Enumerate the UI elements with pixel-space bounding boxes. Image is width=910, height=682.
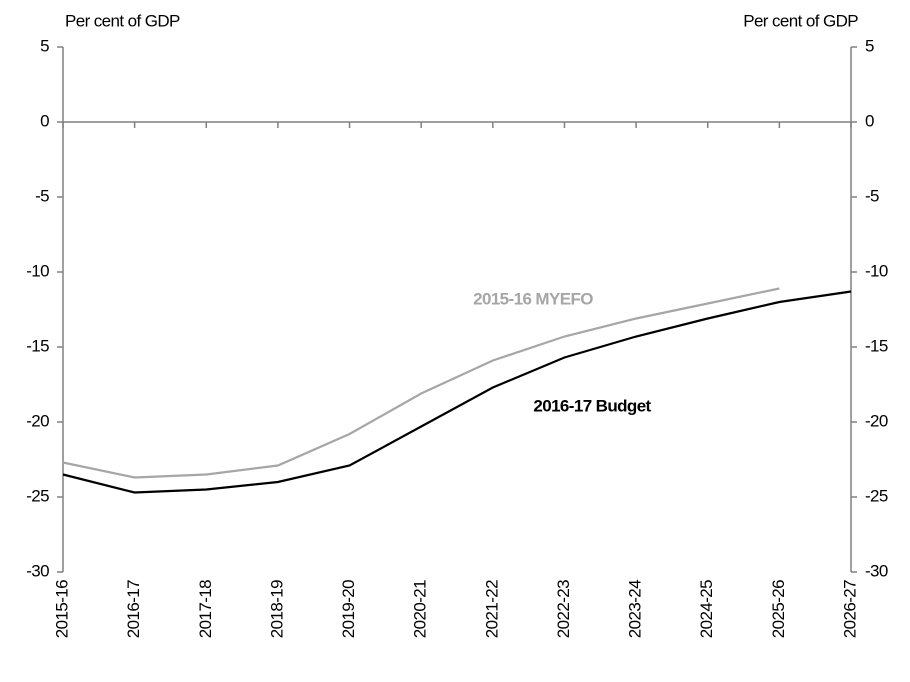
y-tick-label: -5: [35, 186, 49, 205]
x-tick-label: 2022-23: [554, 580, 573, 638]
y-tick-label: -15: [26, 336, 49, 355]
x-tick-label: 2021-22: [482, 580, 501, 638]
y-tick-label: 5: [40, 36, 49, 55]
y-tick-label: -30: [26, 561, 49, 580]
x-tick-label: 2018-19: [267, 580, 286, 638]
y2-tick-label: -5: [865, 186, 879, 205]
series-label: 2015-16 MYEFO: [473, 289, 593, 308]
x-tick-label: 2020-21: [411, 580, 430, 638]
x-tick-label: 2023-24: [626, 580, 645, 638]
x-tick-label: 2017-18: [196, 580, 215, 638]
x-tick-label: 2025-26: [769, 580, 788, 638]
series-line: [62, 290, 852, 494]
x-tick-label: 2026-27: [840, 580, 859, 638]
y2-tick-label: -20: [865, 411, 888, 430]
y2-tick-label: -15: [865, 336, 888, 355]
y-tick-label: -10: [26, 261, 49, 280]
y2-axis-label: Per cent of GDP: [743, 11, 858, 30]
x-tick-label: 2016-17: [124, 580, 143, 638]
y2-tick-label: -30: [865, 561, 888, 580]
y2-tick-label: 5: [865, 36, 874, 55]
series-label: 2016-17 Budget: [533, 396, 651, 415]
y-axis-label: Per cent of GDP: [65, 11, 180, 30]
x-tick-label: 2015-16: [52, 580, 71, 638]
series-line: [62, 287, 780, 479]
y-tick-label: -20: [26, 411, 49, 430]
y2-tick-label: -25: [865, 486, 888, 505]
y2-tick-label: -10: [865, 261, 888, 280]
y2-tick-label: 0: [865, 111, 874, 130]
y-tick-label: -25: [26, 486, 49, 505]
x-tick-label: 2024-25: [697, 580, 716, 638]
x-tick-label: 2019-20: [339, 580, 358, 638]
y-tick-label: 0: [40, 111, 49, 130]
